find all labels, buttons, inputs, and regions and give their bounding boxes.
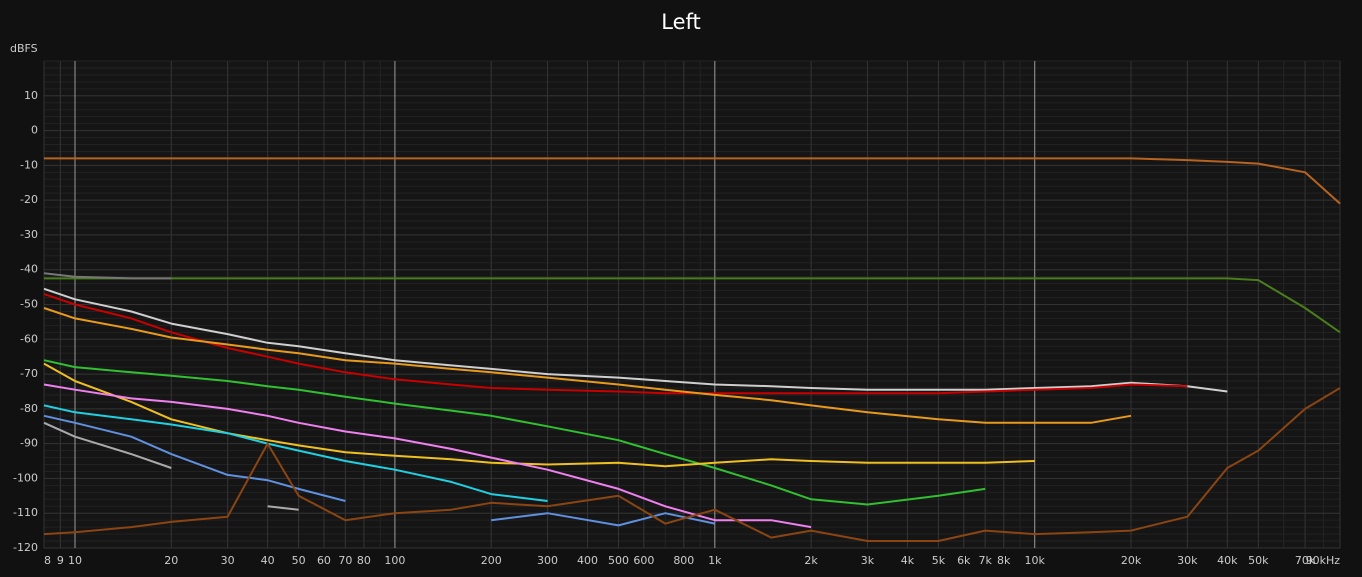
series-line bbox=[43, 272, 172, 280]
y-tick-label: -110 bbox=[13, 506, 38, 519]
x-tick-label: 600 bbox=[633, 554, 654, 567]
x-tick-label: 7k bbox=[978, 554, 992, 567]
x-tick-label: 5k bbox=[932, 554, 946, 567]
x-tick-label: 40k bbox=[1217, 554, 1238, 567]
x-tick-label: 50k bbox=[1248, 554, 1269, 567]
y-tick-label: -10 bbox=[20, 158, 38, 171]
x-tick-label: 300 bbox=[537, 554, 558, 567]
y-tick-label: -120 bbox=[13, 541, 38, 554]
y-tick-label: -20 bbox=[20, 193, 38, 206]
series-line bbox=[44, 277, 1341, 334]
x-tick-label: 8 bbox=[44, 554, 51, 567]
x-tick-label: 200 bbox=[481, 554, 502, 567]
x-tick-label: 6k bbox=[957, 554, 971, 567]
x-tick-label: 8k bbox=[997, 554, 1011, 567]
x-tick-label: 2k bbox=[804, 554, 818, 567]
series-line bbox=[43, 387, 1341, 542]
x-tick-label: 800 bbox=[673, 554, 694, 567]
x-tick-label: 400 bbox=[577, 554, 598, 567]
x-tick-label: 40 bbox=[261, 554, 275, 567]
series-line bbox=[43, 383, 812, 529]
chart-title: Left bbox=[661, 10, 701, 34]
x-tick-label: 50 bbox=[292, 554, 306, 567]
y-tick-label: 10 bbox=[24, 89, 38, 102]
x-tick-label: 20k bbox=[1121, 554, 1142, 567]
y-tick-label: -90 bbox=[20, 437, 38, 450]
series-line bbox=[44, 157, 1341, 205]
series-line bbox=[43, 293, 1188, 395]
x-tick-label: 100 bbox=[384, 554, 405, 567]
x-tick-label: 90kHz bbox=[1306, 554, 1341, 567]
x-tick-label: 60 bbox=[317, 554, 331, 567]
y-tick-label: 0 bbox=[31, 124, 38, 137]
x-tick-label: 3k bbox=[861, 554, 875, 567]
y-tick-label: -40 bbox=[20, 263, 38, 276]
x-tick-label: 10 bbox=[68, 554, 82, 567]
x-tick-label: 30k bbox=[1177, 554, 1198, 567]
x-tick-label: 70k bbox=[1295, 554, 1316, 567]
y-tick-label: -30 bbox=[20, 228, 38, 241]
x-tick-label: 500 bbox=[608, 554, 629, 567]
series-line bbox=[43, 404, 548, 502]
series-line bbox=[43, 421, 299, 511]
series-line bbox=[43, 362, 1035, 468]
x-tick-label: 80 bbox=[357, 554, 371, 567]
x-tick-label: 20 bbox=[164, 554, 178, 567]
y-axis-label: dBFS bbox=[10, 42, 38, 55]
x-tick-label: 70 bbox=[338, 554, 352, 567]
series-line bbox=[43, 359, 986, 506]
x-tick-label: 4k bbox=[901, 554, 915, 567]
y-tick-label: -50 bbox=[20, 298, 38, 311]
y-tick-label: -100 bbox=[13, 471, 38, 484]
y-tick-label: -80 bbox=[20, 402, 38, 415]
x-tick-label: 9 bbox=[57, 554, 64, 567]
x-tick-label: 1k bbox=[708, 554, 722, 567]
y-tick-label: -70 bbox=[20, 367, 38, 380]
y-tick-label: -60 bbox=[20, 332, 38, 345]
series-line bbox=[43, 287, 1228, 393]
x-tick-label: 30 bbox=[221, 554, 235, 567]
x-tick-label: 10k bbox=[1025, 554, 1046, 567]
series-line bbox=[43, 307, 1132, 424]
